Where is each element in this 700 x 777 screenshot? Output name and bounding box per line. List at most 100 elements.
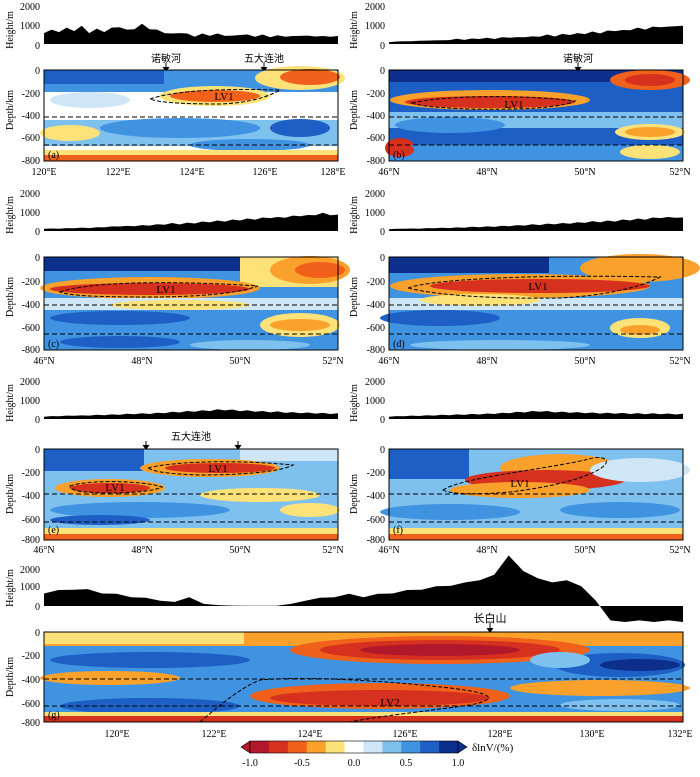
lvz-outline xyxy=(406,275,662,299)
marker-label-changbaishan: 长白山 xyxy=(474,611,507,625)
x-tick: 48°N xyxy=(476,356,497,367)
height-tick: 1000 xyxy=(365,396,385,407)
elevation-profile xyxy=(389,25,683,44)
marker-label-nuominhe: 诺敏河 xyxy=(151,52,181,65)
frame xyxy=(43,69,339,162)
height-tick: 2000 xyxy=(20,2,40,13)
height-tick: 0 xyxy=(380,415,385,426)
panel-d: Height/m 0 1000 2000 Depth/km 0 -200 -40… xyxy=(349,189,700,367)
frame xyxy=(43,631,684,723)
height-tick: 2000 xyxy=(20,377,40,388)
height-tick: 2000 xyxy=(20,189,40,200)
depth-tick: 0 xyxy=(35,253,40,264)
panel-a: Height/m 0 1000 2000 诺敏河 五大连池 Depth/km 0… xyxy=(5,2,346,178)
colorbar-label: δlnV/(%) xyxy=(472,742,514,754)
x-tick: 132°E xyxy=(667,729,692,740)
panel-a-markers: 诺敏河 五大连池 xyxy=(151,52,284,72)
marker-label-nuominhe: 诺敏河 xyxy=(563,52,593,65)
frame xyxy=(388,448,684,541)
height-tick: 0 xyxy=(35,602,40,613)
velocity-field xyxy=(40,66,345,161)
panel-label: (a) xyxy=(48,150,59,161)
panel-label: (f) xyxy=(393,525,403,536)
x-tick: 122°E xyxy=(201,729,226,740)
height-axis-label: Height/m xyxy=(349,196,360,234)
depth-tick: -200 xyxy=(367,89,385,100)
height-axis-label: Height/m xyxy=(5,11,16,49)
height-tick: 1000 xyxy=(20,21,40,32)
height-tick: 2000 xyxy=(20,565,40,576)
depth-tick: -800 xyxy=(22,718,40,729)
lvz-label: LV2 xyxy=(380,697,399,709)
elevation-profile xyxy=(389,411,683,419)
x-tick: 46°N xyxy=(378,356,399,367)
velocity-field xyxy=(380,254,700,350)
depth-tick: -600 xyxy=(22,699,40,710)
height-axis-label: Height/m xyxy=(5,384,16,422)
colorbar-cell xyxy=(382,741,402,753)
height-axis-label: Height/m xyxy=(349,384,360,422)
depth-tick: -800 xyxy=(22,156,40,167)
depth-tick: -600 xyxy=(22,323,40,334)
x-tick: 122°E xyxy=(105,167,130,178)
height-tick: 2000 xyxy=(365,377,385,388)
lvz-outline xyxy=(146,461,295,476)
colorbar-tick: 1.0 xyxy=(452,758,465,769)
lvz-outline xyxy=(410,96,577,110)
lvz-outline xyxy=(69,481,164,494)
depth-tick: -200 xyxy=(22,651,40,662)
elevation-profile xyxy=(44,212,338,231)
depth-tick: 0 xyxy=(380,445,385,456)
x-tick: 124°E xyxy=(179,167,204,178)
depth-tick: 0 xyxy=(35,66,40,77)
depth-tick: -400 xyxy=(367,491,385,502)
lvz-label: LV1 xyxy=(510,478,529,490)
elevation-profile xyxy=(389,217,683,231)
lvz-outline xyxy=(148,88,282,105)
colorbar-frame xyxy=(249,740,459,754)
height-tick: 1000 xyxy=(365,21,385,32)
x-tick: 50°N xyxy=(229,545,250,556)
colorbar-cell xyxy=(306,741,326,753)
x-tick: 52°N xyxy=(669,545,690,556)
x-tick: 120°E xyxy=(104,729,129,740)
height-tick: 1000 xyxy=(365,208,385,219)
depth-tick: 0 xyxy=(380,66,385,77)
height-tick: 1000 xyxy=(20,396,40,407)
x-tick: 46°N xyxy=(378,167,399,178)
depth-tick: 0 xyxy=(380,253,385,264)
x-tick: 120°E xyxy=(31,167,56,178)
depth-axis-label: Depth/km xyxy=(349,277,360,317)
x-tick: 48°N xyxy=(476,545,497,556)
x-tick: 50°N xyxy=(574,167,595,178)
panel-label: (d) xyxy=(393,339,405,350)
lvz-outline xyxy=(58,282,259,298)
panel-g: Height/m 0 1000 2000 长白山 Depth/km 0 -200… xyxy=(5,555,693,740)
x-tick: 52°N xyxy=(669,356,690,367)
panel-label: (e) xyxy=(48,525,59,536)
depth-tick: -800 xyxy=(22,535,40,546)
depth-axis-label: Depth/km xyxy=(5,474,16,514)
x-tick: 48°N xyxy=(131,545,152,556)
lvz-outline xyxy=(199,677,489,723)
depth-tick: -800 xyxy=(22,345,40,356)
panel-label: (b) xyxy=(393,150,405,161)
height-axis-label: Height/m xyxy=(5,569,16,607)
colorbar-cell xyxy=(325,741,345,753)
x-tick: 48°N xyxy=(131,356,152,367)
depth-tick: -600 xyxy=(22,515,40,526)
colorbar-cell xyxy=(363,741,383,753)
elevation-profile xyxy=(44,409,338,419)
x-tick: 50°N xyxy=(229,356,250,367)
lvz-label: LV1 xyxy=(504,99,523,111)
marker-label-wudalianchi: 五大连池 xyxy=(244,52,284,65)
height-tick: 0 xyxy=(35,227,40,238)
velocity-field xyxy=(40,256,350,350)
depth-tick: -400 xyxy=(22,300,40,311)
depth-tick: -600 xyxy=(22,133,40,144)
height-tick: 1000 xyxy=(20,208,40,219)
depth-tick: -200 xyxy=(367,277,385,288)
panel-a-height: Height/m 0 1000 2000 xyxy=(5,2,338,52)
depth-tick: -200 xyxy=(22,277,40,288)
depth-tick: -200 xyxy=(367,468,385,479)
